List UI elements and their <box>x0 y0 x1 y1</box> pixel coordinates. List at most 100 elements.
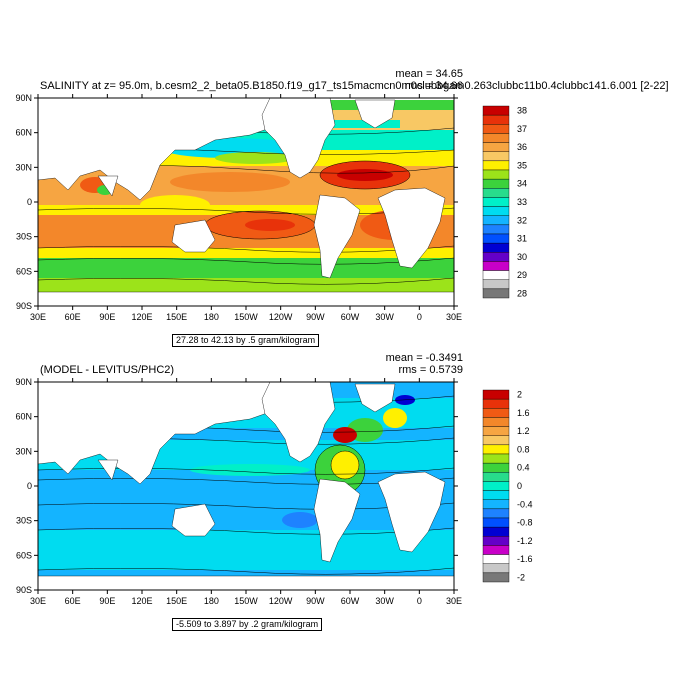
panel2-colorbar-swatch <box>482 563 510 574</box>
panel2-colorbar-swatch <box>482 508 510 519</box>
panel1-colorbar-swatch <box>482 160 510 171</box>
panel1-y-tick-label: 30S <box>16 232 32 242</box>
panel2-colorbar-swatch <box>482 453 510 464</box>
panel2-title: (MODEL - LEVITUS/PHC2) <box>40 364 175 376</box>
panel2-colorbar-swatch <box>482 554 510 564</box>
panel1-colorbar-label: 28 <box>517 288 527 298</box>
panel2-colorbar-label: 2 <box>517 390 522 400</box>
panel1-colorbar-swatch <box>482 197 510 207</box>
panel1-x-tick-label: 150E <box>166 312 187 322</box>
panel2-y-tick-label: 0 <box>27 481 32 491</box>
panel2-colorbar-label: 1.6 <box>517 408 530 418</box>
panel2-colorbar-swatch <box>482 426 510 436</box>
panel1-colorbar-swatch <box>482 142 510 152</box>
panel2-colorbar-swatch <box>482 398 510 409</box>
panel2-colorbar-swatch <box>482 435 510 446</box>
panel1-colorbar-swatch <box>482 233 510 244</box>
panel1-x-tick-label: 30E <box>30 312 46 322</box>
panel2-y-tick-label: 60N <box>15 412 32 422</box>
panel1-colorbar-swatch <box>482 188 510 198</box>
panel2-axes: 30E 60E 90E 120E 150E 180 150W 120W 90W 60W 30W 0 30… <box>15 377 462 606</box>
panel1-x-tick-label: 120W <box>269 312 293 322</box>
panel1-mean: mean = 34.65 <box>395 68 463 80</box>
panel1-colorbar-label: 35 <box>517 160 527 170</box>
panel2-colorbar-label: 0.4 <box>517 463 530 473</box>
panel1-x-tick-label: 60E <box>65 312 81 322</box>
panel2-mean: mean = -0.3491 <box>385 352 463 364</box>
panel2-colorbar-label: -2 <box>517 572 525 582</box>
panel1-colorbar-label: 34 <box>517 179 527 189</box>
panel2-rms: rms = 0.5739 <box>398 364 463 376</box>
panel2-colorbar-swatch <box>482 481 510 491</box>
panel2-x-tick-label: 120W <box>269 596 293 606</box>
panel1-colorbar-label: 33 <box>517 197 527 207</box>
panel2-colorbar-label: 1.2 <box>517 426 530 436</box>
panel1-colorbar-swatch <box>482 279 510 290</box>
panel1-colorbar: 38 37 36 35 34 33 32 31 30 29 28 <box>482 106 527 299</box>
panel1-contour-info: 27.28 to 42.13 by .5 gram/kilogram <box>172 334 320 347</box>
panel2-colorbar-swatch <box>482 490 510 500</box>
panel1-y-tick-label: 0 <box>27 197 32 207</box>
panel2-x-tick-label: 60W <box>341 596 360 606</box>
panel2-colorbar-swatch <box>482 572 510 583</box>
panel1-y-tick-label: 30N <box>15 162 32 172</box>
panel1-x-tick-label: 0 <box>417 312 422 322</box>
panel1-x-tick-label: 30W <box>375 312 394 322</box>
panel2-y-tick-label: 30N <box>15 446 32 456</box>
panel2-colorbar-label: -1.2 <box>517 536 533 546</box>
panel1-rms: rms = 34.66 <box>404 80 463 92</box>
panel2-x-tick-label: 180 <box>204 596 219 606</box>
panel1-colorbar-label: 32 <box>517 215 527 225</box>
panel2-x-tick-label: 150W <box>234 596 258 606</box>
panel2-colorbar-swatch <box>482 499 510 510</box>
panel2-x-tick-label: 60E <box>65 596 81 606</box>
panel1-colorbar-swatch <box>482 178 510 189</box>
panel2-colorbar-label: 0.8 <box>517 444 530 454</box>
panel2-y-tick-label: 30S <box>16 516 32 526</box>
panel1-colorbar-swatch <box>482 169 510 180</box>
panel2-colorbar-label: -0.4 <box>517 499 533 509</box>
panel1-colorbar-label: 29 <box>517 270 527 280</box>
panel1-colorbar-label: 31 <box>517 234 527 244</box>
panel1-y-tick-label: 60N <box>15 128 32 138</box>
panel1-colorbar-swatch <box>482 114 510 125</box>
panel2-x-tick-label: 150E <box>166 596 187 606</box>
panel2-x-tick-label: 30E <box>446 596 462 606</box>
panel1-colorbar-swatch <box>482 270 510 280</box>
panel1-colorbar-swatch <box>482 288 510 299</box>
panel1-y-tick-label: 60S <box>16 266 32 276</box>
panel2-colorbar-swatch <box>482 472 510 482</box>
panel1-y-tick-label: 90S <box>16 301 32 311</box>
panel2-x-tick-label: 30E <box>30 596 46 606</box>
panel2-x-tick-label: 30W <box>375 596 394 606</box>
panel2-colorbar-swatch <box>482 526 510 537</box>
panel1-x-tick-label: 90E <box>99 312 115 322</box>
panel2-colorbar-swatch <box>482 462 510 473</box>
panel2-colorbar-swatch <box>482 536 510 546</box>
panel2-contour-info: -5.509 to 3.897 by .2 gram/kilogram <box>172 618 323 631</box>
panel1-x-tick-label: 60W <box>341 312 360 322</box>
panel2-y-tick-label: 90S <box>16 585 32 595</box>
panel1-colorbar-swatch <box>482 151 510 162</box>
panel2-y-tick-label: 60S <box>16 550 32 560</box>
panel1-axes: 30E 60E 90E 120E 150E 180 150W 120W 90W 60W 30W 0 30… <box>15 93 462 322</box>
panel2-colorbar-swatch <box>482 444 510 455</box>
panel2-colorbar-label: -1.6 <box>517 554 533 564</box>
panel1-colorbar-swatch <box>482 215 510 226</box>
panel2-colorbar-label: 0 <box>517 481 522 491</box>
salinity-difference-map <box>38 382 454 590</box>
panel1-colorbar-label: 37 <box>517 124 527 134</box>
panel1-colorbar-swatch <box>482 242 510 253</box>
panel2-colorbar-swatch <box>482 408 510 418</box>
panel2-x-tick-label: 90W <box>306 596 325 606</box>
panel2-colorbar-swatch <box>482 517 510 528</box>
panel1-x-tick-label: 120E <box>131 312 152 322</box>
panel1-x-tick-label: 30E <box>446 312 462 322</box>
panel2-colorbar-label: -0.8 <box>517 518 533 528</box>
panel2-colorbar-swatch <box>482 389 510 400</box>
salinity-map <box>38 98 454 306</box>
panel2-x-tick-label: 120E <box>131 596 152 606</box>
panel1-colorbar-label: 38 <box>517 106 527 116</box>
panel1-colorbar-swatch <box>482 124 510 134</box>
